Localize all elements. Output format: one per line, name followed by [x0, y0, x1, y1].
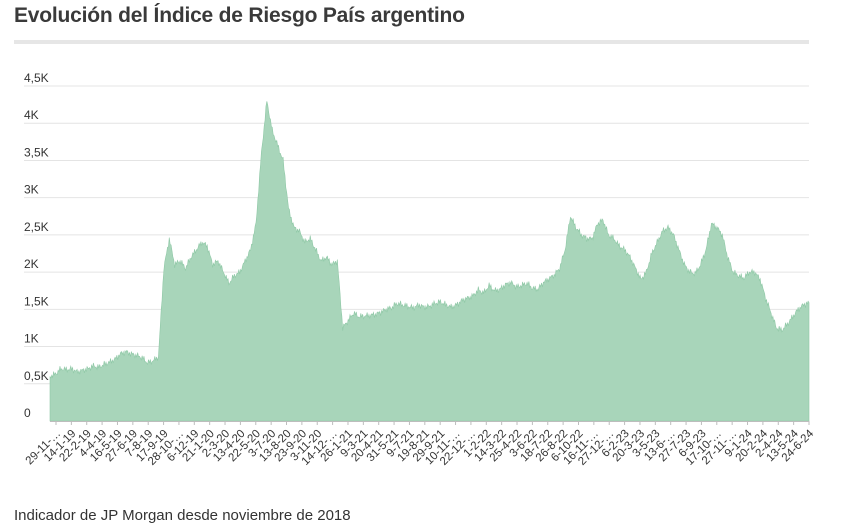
- chart-title: Evolución del Índice de Riesgo País arge…: [14, 4, 465, 27]
- series-area[interactable]: [49, 101, 810, 422]
- y-tick-label: 2,5K: [24, 220, 49, 234]
- y-axis-ticks: 0 0,5K 1K 1,5K 2K 2,5K 3K 3,5K 4K 4,5K: [24, 71, 49, 420]
- y-tick-label: 0: [24, 406, 31, 420]
- area-chart: 0 0,5K 1K 1,5K 2K 2,5K 3K 3,5K 4K 4,5K 29-11-…14-…: [24, 71, 817, 468]
- y-tick-label: 1K: [24, 332, 39, 346]
- title-divider: [14, 40, 809, 44]
- x-axis-ticks: 29-11-…14-1-1922-2-194-4-1916-5-1927-6-1…: [24, 421, 817, 468]
- y-tick-label: 4K: [24, 108, 39, 122]
- y-tick-label: 0,5K: [24, 369, 49, 383]
- y-tick-label: 3,5K: [24, 145, 49, 159]
- y-tick-label: 4,5K: [24, 71, 49, 85]
- y-tick-label: 3K: [24, 183, 39, 197]
- y-tick-label: 2K: [24, 257, 39, 271]
- series-layer: [49, 101, 810, 422]
- y-tick-label: 1,5K: [24, 294, 49, 308]
- source-note: Indicador de JP Morgan desde noviembre d…: [14, 507, 351, 524]
- gridlines: [24, 85, 809, 385]
